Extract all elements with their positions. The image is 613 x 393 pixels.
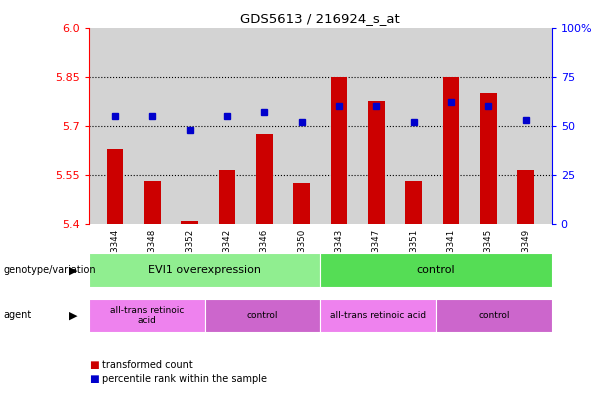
Title: GDS5613 / 216924_s_at: GDS5613 / 216924_s_at <box>240 12 400 25</box>
Text: all-trans retinoic
acid: all-trans retinoic acid <box>110 306 184 325</box>
Bar <box>144 182 161 224</box>
Text: genotype/variation: genotype/variation <box>3 265 96 275</box>
Bar <box>107 149 123 224</box>
Bar <box>368 101 385 224</box>
Text: control: control <box>478 311 509 320</box>
Text: ▶: ▶ <box>69 310 78 320</box>
Bar <box>219 170 235 224</box>
Text: all-trans retinoic acid: all-trans retinoic acid <box>330 311 426 320</box>
Bar <box>443 77 459 224</box>
Text: control: control <box>417 265 455 275</box>
Bar <box>405 182 422 224</box>
Bar <box>330 77 348 224</box>
Text: EVI1 overexpression: EVI1 overexpression <box>148 265 261 275</box>
Bar <box>480 93 497 224</box>
Text: ▶: ▶ <box>69 265 78 275</box>
Text: control: control <box>246 311 278 320</box>
Text: percentile rank within the sample: percentile rank within the sample <box>102 374 267 384</box>
Bar <box>181 221 198 224</box>
Text: ■: ■ <box>89 374 99 384</box>
Text: transformed count: transformed count <box>102 360 193 371</box>
Bar <box>293 183 310 224</box>
Bar <box>517 170 534 224</box>
Bar <box>256 134 273 224</box>
Text: agent: agent <box>3 310 31 320</box>
Text: ■: ■ <box>89 360 99 371</box>
